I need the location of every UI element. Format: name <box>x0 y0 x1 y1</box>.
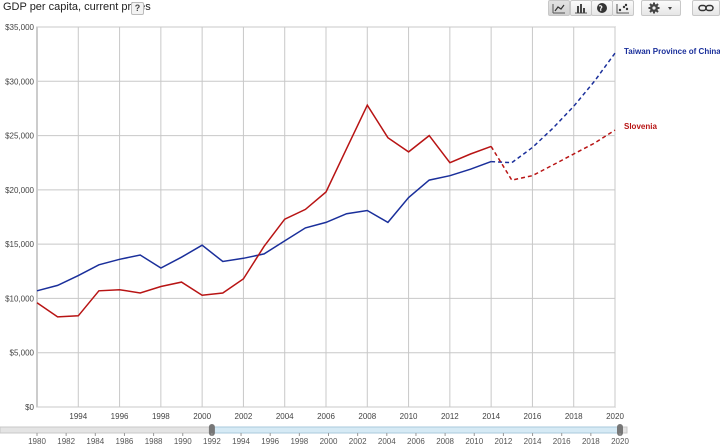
timeline-label: 2004 <box>378 437 396 446</box>
scatter-button[interactable] <box>612 0 634 16</box>
timeline-selection <box>211 426 621 434</box>
timeline-label: 2014 <box>524 437 542 446</box>
y-axis: $0 $5,000 $10,000 $15,000 $20,000 $25,000 $30,… <box>5 23 34 412</box>
x-tick-label: 2002 <box>235 412 253 421</box>
line-chart-button[interactable] <box>548 0 570 16</box>
x-tick-label: 2016 <box>524 412 542 421</box>
y-tick-label: $25,000 <box>5 132 34 141</box>
settings-button[interactable] <box>641 0 681 16</box>
line-chart-icon <box>552 3 565 13</box>
timeline-label: 2000 <box>320 437 338 446</box>
x-tick-label: 2004 <box>276 412 294 421</box>
series-forecast-line <box>490 129 616 181</box>
x-tick-label: 1996 <box>111 412 129 421</box>
timeline-end-handle[interactable] <box>617 424 623 436</box>
chart-title: GDP per capita, current prices <box>3 1 151 13</box>
timeline-label: 1984 <box>86 437 104 446</box>
series-line <box>36 103 492 318</box>
timeline-label: 2012 <box>495 437 513 446</box>
legend: Taiwan Province of China Slovenia <box>624 47 720 131</box>
timeline-label: 2018 <box>582 437 600 446</box>
legend-label: Taiwan Province of China <box>624 47 720 56</box>
x-tick-label: 2012 <box>441 412 459 421</box>
x-tick-label: 2000 <box>193 412 211 421</box>
y-tick-label: $20,000 <box>5 186 34 195</box>
timeline-start-handle[interactable] <box>208 424 215 436</box>
y-tick-label: $10,000 <box>5 294 34 303</box>
timeline-label: 1994 <box>232 437 250 446</box>
y-tick-label: $15,000 <box>5 240 34 249</box>
timeline-label: 2016 <box>553 437 571 446</box>
help-button[interactable]: ? <box>131 2 144 15</box>
y-tick-label: $30,000 <box>5 77 34 86</box>
chart-header: GDP per capita, current prices ? <box>0 0 720 18</box>
x-tick-label: 2018 <box>565 412 583 421</box>
y-tick-label: $5,000 <box>10 349 35 358</box>
series-line <box>36 160 492 292</box>
x-axis: 1994 1996 1998 2000 2002 2004 2006 2008 2010 2012… <box>69 412 624 421</box>
timeline-label: 2008 <box>436 437 454 446</box>
timeline-label: 1990 <box>174 437 192 446</box>
x-tick-label: 2010 <box>400 412 418 421</box>
y-tick-label: $35,000 <box>5 23 34 32</box>
timeline-slider[interactable]: 1980 1982 1984 1986 1988 1990 1992 1994 1996 1998… <box>0 424 629 446</box>
timeline-label: 1996 <box>261 437 279 446</box>
y-tick-label: $0 <box>25 403 34 412</box>
timeline-label: 1980 <box>28 437 46 446</box>
timeline-label: 2006 <box>407 437 425 446</box>
bar-chart-icon <box>575 3 587 13</box>
legend-label: Slovenia <box>624 122 657 131</box>
timeline-label: 2002 <box>349 437 367 446</box>
timeline-label: 1998 <box>290 437 308 446</box>
x-tick-label: 1994 <box>69 412 87 421</box>
timeline-label: 2010 <box>465 437 483 446</box>
x-tick-label: 1998 <box>152 412 170 421</box>
x-tick-label: 2008 <box>358 412 376 421</box>
timeline-label: 1986 <box>116 437 134 446</box>
link-icon <box>698 4 714 12</box>
x-tick-label: 2020 <box>606 412 624 421</box>
globe-icon <box>597 3 607 13</box>
chevron-down-icon <box>668 7 672 10</box>
chart-grid <box>36 26 616 408</box>
timeline-label: 1982 <box>57 437 75 446</box>
x-tick-label: 2014 <box>482 412 500 421</box>
scatter-icon <box>616 3 629 13</box>
timeline-label: 1992 <box>203 437 221 446</box>
timeline-label: 1988 <box>145 437 163 446</box>
gear-icon <box>648 2 672 14</box>
timeline-label: 2020 <box>611 437 629 446</box>
series-lines <box>36 52 616 318</box>
series-forecast-line <box>491 52 616 164</box>
x-tick-label: 2006 <box>317 412 335 421</box>
